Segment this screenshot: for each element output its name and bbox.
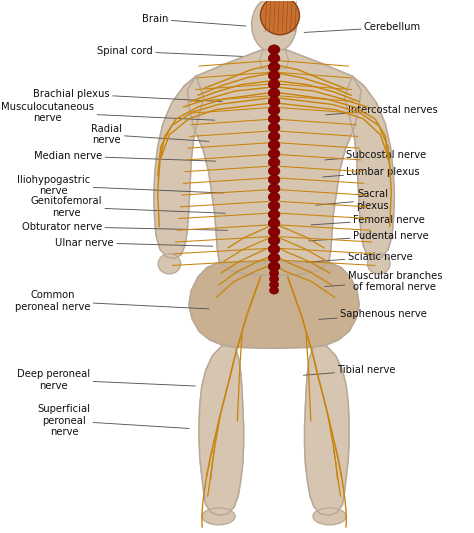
Ellipse shape	[268, 201, 280, 211]
Ellipse shape	[260, 0, 300, 35]
Text: Iliohypogastric
nerve: Iliohypogastric nerve	[17, 175, 224, 197]
Text: Superficial
peroneal
nerve: Superficial peroneal nerve	[37, 404, 189, 437]
Text: Sacral
plexus: Sacral plexus	[316, 189, 389, 211]
Text: Brain: Brain	[142, 14, 246, 26]
Ellipse shape	[367, 254, 390, 274]
Text: Spinal cord: Spinal cord	[97, 46, 242, 56]
Text: Muscular branches
of femoral nerve: Muscular branches of femoral nerve	[325, 271, 442, 292]
Polygon shape	[345, 76, 394, 259]
Ellipse shape	[268, 53, 280, 63]
Ellipse shape	[313, 508, 346, 525]
Ellipse shape	[269, 281, 279, 288]
Text: Common
peroneal nerve: Common peroneal nerve	[15, 290, 209, 312]
Polygon shape	[187, 50, 361, 276]
Text: Median nerve: Median nerve	[34, 151, 216, 161]
Text: Ulnar nerve: Ulnar nerve	[55, 238, 213, 247]
Text: Cerebellum: Cerebellum	[304, 22, 421, 33]
Ellipse shape	[252, 0, 297, 53]
Ellipse shape	[268, 219, 280, 228]
Ellipse shape	[269, 275, 279, 282]
Ellipse shape	[268, 227, 280, 237]
Ellipse shape	[268, 236, 280, 245]
Ellipse shape	[269, 270, 279, 277]
Polygon shape	[154, 76, 204, 259]
Text: Femoral nerve: Femoral nerve	[311, 215, 425, 225]
Ellipse shape	[268, 244, 280, 254]
Ellipse shape	[268, 175, 280, 184]
Ellipse shape	[268, 114, 280, 124]
Ellipse shape	[268, 123, 280, 133]
Text: Subcostal nerve: Subcostal nerve	[325, 150, 427, 160]
Ellipse shape	[268, 71, 280, 80]
Ellipse shape	[268, 62, 280, 72]
Text: Saphenous nerve: Saphenous nerve	[319, 309, 427, 319]
Ellipse shape	[269, 287, 279, 294]
Text: Brachial plexus: Brachial plexus	[33, 88, 222, 102]
Text: Radial
nerve: Radial nerve	[91, 124, 209, 146]
Ellipse shape	[268, 166, 280, 176]
Polygon shape	[260, 50, 289, 69]
Ellipse shape	[268, 192, 280, 202]
Text: Intercostal nerves: Intercostal nerves	[326, 104, 438, 115]
Ellipse shape	[268, 79, 280, 89]
Ellipse shape	[268, 140, 280, 150]
Ellipse shape	[268, 262, 280, 271]
Ellipse shape	[268, 106, 280, 115]
Text: Musculocutaneous
nerve: Musculocutaneous nerve	[1, 101, 215, 123]
Ellipse shape	[268, 209, 280, 219]
Ellipse shape	[268, 88, 280, 98]
Ellipse shape	[268, 97, 280, 107]
Ellipse shape	[268, 184, 280, 193]
Text: Pudental nerve: Pudental nerve	[309, 231, 429, 241]
Text: Sciatic nerve: Sciatic nerve	[307, 252, 412, 262]
Ellipse shape	[268, 132, 280, 141]
Text: Genitofemoral
nerve: Genitofemoral nerve	[31, 196, 225, 218]
Ellipse shape	[158, 254, 181, 274]
Ellipse shape	[268, 45, 280, 54]
Text: Lumbar plexus: Lumbar plexus	[323, 167, 420, 177]
Polygon shape	[189, 262, 359, 349]
Text: Tibial nerve: Tibial nerve	[303, 365, 396, 375]
Polygon shape	[305, 345, 349, 515]
Text: Deep peroneal
nerve: Deep peroneal nerve	[18, 369, 195, 391]
Ellipse shape	[268, 149, 280, 158]
Text: Obturator nerve: Obturator nerve	[22, 222, 228, 232]
Polygon shape	[199, 345, 244, 515]
Ellipse shape	[268, 158, 280, 167]
Ellipse shape	[269, 264, 279, 271]
Ellipse shape	[268, 253, 280, 263]
Ellipse shape	[202, 508, 235, 525]
